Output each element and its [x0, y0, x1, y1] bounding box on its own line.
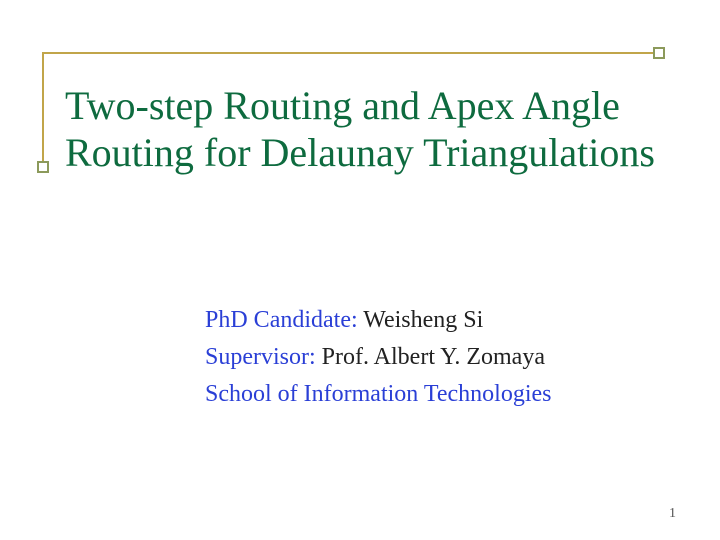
supervisor-value: Prof. Albert Y. Zomaya [322, 344, 545, 370]
school-line: School of Information Technologies [205, 376, 665, 413]
supervisor-line: Supervisor: Prof. Albert Y. Zomaya [205, 339, 665, 376]
school-label: School of Information Technologies [205, 381, 551, 407]
slide-title: Two-step Routing and Apex Angle Routing … [65, 82, 655, 176]
frame-left-line [42, 52, 44, 168]
frame-bottom-left-square-icon [37, 161, 49, 173]
slide-title-block: Two-step Routing and Apex Angle Routing … [65, 82, 655, 176]
candidate-label: PhD Candidate: [205, 307, 363, 333]
frame-top-line [42, 52, 660, 54]
candidate-line: PhD Candidate: Weisheng Si [205, 302, 665, 339]
page-number: 1 [669, 506, 676, 522]
author-info-block: PhD Candidate: Weisheng Si Supervisor: P… [205, 302, 665, 414]
supervisor-label: Supervisor: [205, 344, 322, 370]
candidate-value: Weisheng Si [363, 307, 483, 333]
frame-top-right-square-icon [653, 47, 665, 59]
